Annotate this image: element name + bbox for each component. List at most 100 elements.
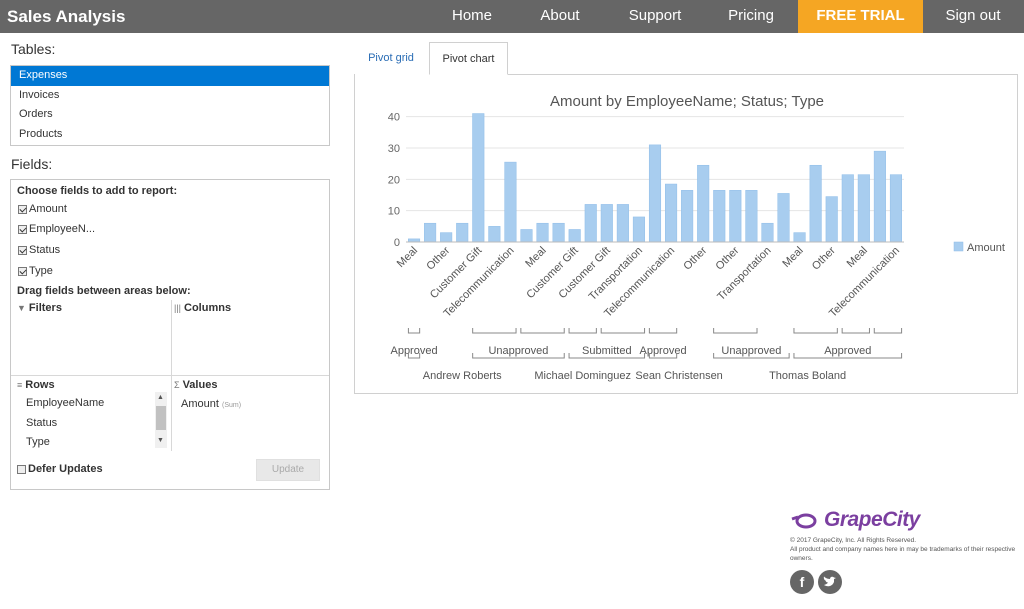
- sign-out-link[interactable]: Sign out: [945, 7, 1001, 24]
- chart-bar: [600, 204, 613, 243]
- type-group-bracket: [472, 328, 517, 334]
- row-field-type[interactable]: Type: [26, 436, 50, 448]
- tables-label: Tables:: [11, 41, 56, 57]
- row-field-employee[interactable]: EmployeeName: [26, 397, 105, 409]
- chart-bar: [472, 113, 485, 243]
- checkbox-icon[interactable]: [18, 204, 27, 214]
- nav-home-link[interactable]: Home: [451, 7, 492, 24]
- table-item-orders[interactable]: Orders: [19, 108, 53, 121]
- chart-bar: [713, 190, 726, 243]
- chart-bar: [568, 229, 581, 243]
- nav-about-link[interactable]: About: [540, 7, 580, 24]
- table-item-products[interactable]: Products: [19, 128, 63, 141]
- status-group-bracket: [407, 353, 421, 359]
- rows-area-title: ≡ Rows: [17, 379, 55, 391]
- field-label-status: Status: [29, 244, 61, 256]
- free-trial-button[interactable]: FREE TRIAL: [798, 0, 923, 33]
- twitter-icon[interactable]: [818, 570, 842, 594]
- value-field-amount[interactable]: Amount (Sum): [181, 398, 241, 410]
- y-tick-label: 40: [388, 112, 400, 124]
- chart-bar: [697, 164, 710, 243]
- nav-pricing-link[interactable]: Pricing: [728, 7, 774, 24]
- columns-area-title: ||| Columns: [174, 302, 231, 314]
- rows-scrollbar[interactable]: ▲ ▼: [155, 392, 167, 448]
- table-item-expenses[interactable]: Expenses: [11, 66, 329, 86]
- field-checkbox-status[interactable]: Status: [18, 244, 60, 256]
- defer-updates-checkbox[interactable]: Defer Updates: [17, 463, 103, 475]
- grape-logo-icon: [791, 513, 817, 529]
- checkbox-icon[interactable]: [18, 266, 27, 276]
- field-checkbox-amount[interactable]: Amount: [18, 203, 67, 215]
- area-divider: [171, 300, 172, 375]
- facebook-icon[interactable]: f: [790, 570, 814, 594]
- type-group-bracket: [873, 328, 903, 334]
- rows-title-text: Rows: [25, 379, 55, 391]
- value-field-label: Amount: [181, 398, 219, 410]
- chart-bar: [504, 161, 517, 243]
- field-label-type: Type: [29, 265, 53, 277]
- tab-pivot-grid[interactable]: Pivot grid: [368, 52, 414, 64]
- row-field-status[interactable]: Status: [26, 417, 58, 429]
- status-label: Unapproved: [488, 345, 548, 357]
- employee-label: Sean Christensen: [635, 370, 722, 382]
- chart-bar: [424, 222, 437, 243]
- columns-title-text: Columns: [184, 302, 232, 314]
- status-group-bracket: [568, 353, 646, 359]
- chart-bar: [520, 229, 533, 243]
- scroll-down-icon[interactable]: ▼: [157, 437, 164, 444]
- columns-icon: |||: [174, 303, 182, 313]
- type-group-bracket: [841, 328, 870, 334]
- social-links: f: [790, 570, 1020, 594]
- category-label: Meal: [523, 245, 548, 270]
- field-label-amount: Amount: [29, 203, 67, 215]
- logo-text: GrapeCity: [824, 508, 920, 531]
- chart-bar: [841, 174, 854, 243]
- status-label: Approved: [390, 345, 437, 357]
- chart-bar: [889, 174, 903, 243]
- field-checkbox-type[interactable]: Type: [18, 265, 53, 277]
- filter-icon: ▼: [17, 303, 26, 313]
- chart-bar: [681, 190, 694, 243]
- checkbox-icon[interactable]: [18, 224, 27, 234]
- type-group-bracket: [648, 328, 678, 334]
- nav-support-link[interactable]: Support: [628, 7, 682, 24]
- value-aggregate-label: (Sum): [221, 402, 242, 409]
- values-title-text: Values: [182, 379, 218, 391]
- status-group-bracket: [793, 353, 903, 359]
- scroll-up-icon[interactable]: ▲: [157, 394, 164, 401]
- category-label: Meal: [845, 245, 870, 270]
- chart-bar: [616, 204, 629, 243]
- field-label-employee: EmployeeN...: [29, 223, 96, 235]
- category-label: Other: [714, 244, 742, 272]
- status-group-bracket: [472, 353, 565, 359]
- top-navigation-bar: Sales Analysis Home About Support Pricin…: [0, 0, 1024, 33]
- tab-pivot-chart[interactable]: Pivot chart: [429, 42, 508, 75]
- chart-bar: [584, 204, 597, 243]
- y-tick-label: 30: [388, 143, 400, 155]
- copyright-text: © 2017 GrapeCity, Inc. All Rights Reserv…: [790, 537, 917, 544]
- checkbox-icon[interactable]: [18, 245, 27, 255]
- chart-bar: [648, 144, 662, 243]
- filters-title-text: Filters: [28, 302, 62, 314]
- footer: GrapeCity © 2017 GrapeCity, Inc. All Rig…: [790, 507, 1020, 594]
- app-title: Sales Analysis: [7, 7, 126, 26]
- category-label: Meal: [780, 245, 805, 270]
- fields-label: Fields:: [11, 156, 53, 172]
- area-divider: [171, 376, 172, 451]
- pivot-chart: Amount by EmployeeName; Status; Type 0 10 2…: [388, 93, 1005, 382]
- scroll-thumb[interactable]: [156, 406, 166, 430]
- status-label: Submitted: [582, 345, 632, 357]
- chart-bar: [809, 164, 822, 243]
- area-divider: [11, 375, 329, 376]
- values-area-title: Σ Values: [174, 379, 217, 391]
- chart-bar: [456, 222, 469, 243]
- chart-bar: [761, 222, 774, 243]
- sigma-icon: Σ: [174, 380, 180, 390]
- checkbox-icon[interactable]: [17, 464, 26, 474]
- type-group-bracket: [407, 328, 421, 334]
- field-checkbox-employee[interactable]: EmployeeN...: [18, 223, 95, 235]
- filters-area-title: ▼ Filters: [17, 302, 62, 314]
- update-button[interactable]: Update: [256, 459, 320, 481]
- table-item-invoices[interactable]: Invoices: [19, 88, 60, 101]
- status-label: Approved: [824, 345, 871, 357]
